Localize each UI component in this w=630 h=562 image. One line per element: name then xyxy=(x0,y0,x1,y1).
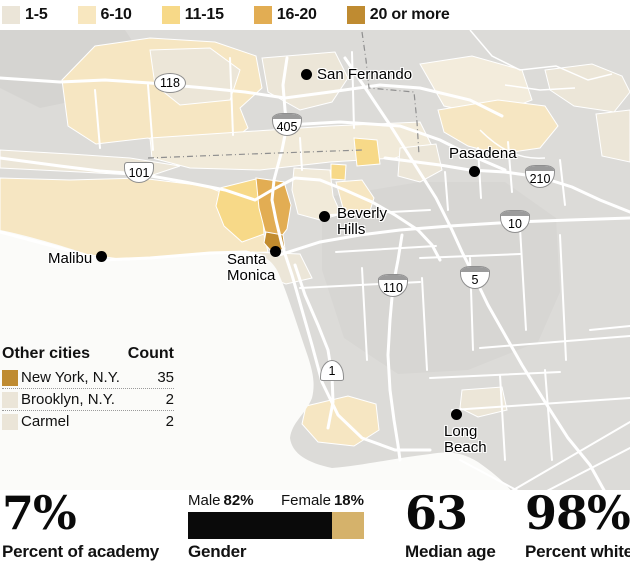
legend-label: 1-5 xyxy=(25,6,48,23)
stat-percent-white: 98% Percent white xyxy=(525,486,630,561)
gender-labels: Male 82% Female 18% xyxy=(188,492,364,509)
row-count: 35 xyxy=(157,369,174,386)
city-label-long-beach: Long Beach xyxy=(444,423,487,457)
table-row: Brooklyn, N.Y. 2 xyxy=(2,388,174,410)
legend-item: 6-10 xyxy=(77,6,132,24)
row-city-name: Brooklyn, N.Y. xyxy=(21,391,115,408)
legend-item: 1-5 xyxy=(2,6,48,24)
legend-swatch xyxy=(2,6,20,24)
stat-median-age: 63 Median age xyxy=(405,486,496,561)
legend-label: 20 or more xyxy=(369,6,450,23)
city-dot-beverly-hills xyxy=(319,211,330,222)
row-city-name: Carmel xyxy=(21,413,70,430)
city-label-santa-monica: Santa Monica xyxy=(227,251,276,285)
male-label: Male 82% xyxy=(188,492,254,509)
legend-swatch xyxy=(253,6,272,24)
stat-percent-white-value: 98% xyxy=(525,486,630,540)
row-swatch xyxy=(2,391,18,408)
highway-shield-118: 118 xyxy=(154,73,186,93)
legend-item: 20 or more xyxy=(346,6,450,24)
city-dot-malibu xyxy=(96,251,107,262)
legend-label: 11-15 xyxy=(184,6,224,23)
stat-gender-label: Gender xyxy=(188,542,247,561)
stat-median-age-label: Median age xyxy=(405,542,496,561)
legend-item: 11-15 xyxy=(161,6,224,24)
highway-shield-110: 110 xyxy=(378,274,408,297)
city-dot-santa-monica xyxy=(270,246,281,257)
boundary-lines xyxy=(469,30,613,159)
ocean xyxy=(0,230,512,492)
other-cities-title: Other cities xyxy=(2,345,91,362)
city-label-beverly-hills: Beverly Hills xyxy=(337,205,388,239)
other-cities-count-header: Count xyxy=(127,345,174,362)
row-city-name: New York, N.Y. xyxy=(21,369,120,386)
stat-median-age-value: 63 xyxy=(405,486,468,540)
freeways xyxy=(0,56,630,492)
map-canvas xyxy=(0,30,630,492)
choropleth-legend: 1-5 6-10 11-15 16-20 20 or more xyxy=(0,0,630,30)
other-cities-header: Other cities Count xyxy=(2,345,174,367)
table-row: New York, N.Y. 35 xyxy=(2,367,174,388)
stat-percent-white-label: Percent white xyxy=(525,542,630,561)
city-dot-long-beach xyxy=(451,409,462,420)
stat-academy: 7% Percent of academy xyxy=(2,486,159,561)
other-cities-table: Other cities Count New York, N.Y. 35 Bro… xyxy=(2,345,174,432)
gender-bar-female xyxy=(332,512,364,539)
female-label: Female 18% xyxy=(280,492,364,509)
legend-label: 16-20 xyxy=(276,6,317,23)
row-count: 2 xyxy=(165,391,174,408)
gender-bar-male xyxy=(188,512,332,539)
row-count: 2 xyxy=(165,413,174,430)
highway-shield-101: 101 xyxy=(124,162,154,183)
city-label-san-fernando: San Fernando xyxy=(317,66,413,83)
legend-swatch xyxy=(161,6,180,24)
row-swatch xyxy=(2,369,18,386)
stat-academy-label: Percent of academy xyxy=(2,542,160,561)
row-swatch xyxy=(2,413,18,430)
stat-academy-value: 7% xyxy=(2,486,77,540)
county-boundary xyxy=(147,31,420,159)
city-label-pasadena: Pasadena xyxy=(449,145,517,162)
legend-swatch xyxy=(77,6,96,24)
highway-shield-405: 405 xyxy=(272,113,302,136)
stats-bar: 7% Percent of academy Male 82% Female 18% … xyxy=(0,486,630,561)
legend-item: 16-20 xyxy=(253,6,317,24)
city-dot-san-fernando xyxy=(301,69,312,80)
legend-swatch xyxy=(346,6,365,24)
highway-shield-210: 210 xyxy=(525,165,555,188)
la-area-map: 118 405 101 210 10 110 5 1 San Fernando … xyxy=(0,30,630,492)
city-label-malibu: Malibu xyxy=(48,250,93,267)
legend-label: 6-10 xyxy=(100,6,132,23)
city-dot-pasadena xyxy=(469,166,480,177)
table-row: Carmel 2 xyxy=(2,410,174,432)
gender-bar xyxy=(188,512,364,539)
stat-gender: Male 82% Female 18% Gender xyxy=(188,490,364,561)
